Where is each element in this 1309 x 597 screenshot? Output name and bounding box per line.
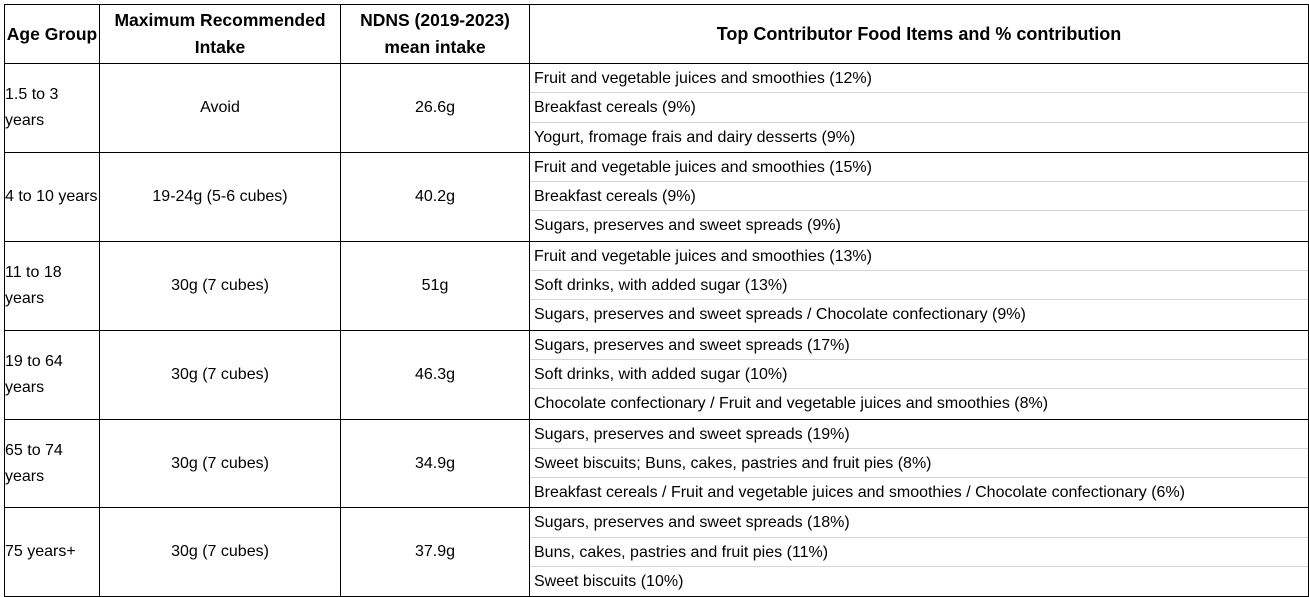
max-intake-cell: 30g (7 cubes)	[99, 329, 341, 420]
mean-intake-cell: 26.6g	[340, 63, 530, 153]
contributor-item: Yogurt, fromage frais and dairy desserts…	[534, 128, 856, 146]
contributor-item: Buns, cakes, pastries and fruit pies (11…	[530, 538, 1308, 568]
contributor-item: Sugars, preserves and sweet spreads (17%…	[530, 331, 1308, 360]
table-row: 4 to 10 years 19-24g (5-6 cubes) 40.2g F…	[4, 151, 1309, 242]
age-group-cell: 19 to 64 years	[4, 329, 100, 420]
table-row: 19 to 64 years 30g (7 cubes) 46.3g Sugar…	[4, 329, 1309, 420]
contributor-item: Breakfast cereals (9%)	[530, 182, 1308, 212]
age-group-cell: 1.5 to 3 years	[4, 63, 100, 153]
contributor-item: Breakfast cereals / Fruit and vegetable …	[534, 484, 1185, 502]
contributors-cell: Sugars, preserves and sweet spreads (17%…	[529, 329, 1309, 420]
contributor-item: Sugars, preserves and sweet spreads (9%)	[534, 217, 841, 235]
contributors-cell: Sugars, preserves and sweet spreads (18%…	[529, 507, 1309, 597]
header-age-group: Age Group	[4, 4, 100, 64]
mean-intake-cell: 37.9g	[340, 507, 530, 597]
contributor-item: Soft drinks, with added sugar (13%)	[530, 271, 1308, 301]
contributors-cell: Fruit and vegetable juices and smoothies…	[529, 63, 1309, 153]
mean-intake-cell: 46.3g	[340, 329, 530, 420]
max-intake-cell: 30g (7 cubes)	[99, 507, 341, 597]
mean-intake-cell: 34.9g	[340, 418, 530, 509]
contributors-cell: Sugars, preserves and sweet spreads (19%…	[529, 418, 1309, 509]
age-group-cell: 65 to 74 years	[4, 418, 100, 509]
header-row: Age Group Maximum Recommended Intake NDN…	[4, 4, 1309, 64]
max-intake-cell: 30g (7 cubes)	[99, 418, 341, 509]
contributor-item: Fruit and vegetable juices and smoothies…	[530, 64, 1308, 94]
contributor-item: Sugars, preserves and sweet spreads (19%…	[530, 420, 1308, 449]
header-top-contributors: Top Contributor Food Items and % contrib…	[529, 4, 1309, 64]
table-row: 11 to 18 years 30g (7 cubes) 51g Fruit a…	[4, 240, 1309, 331]
age-group-cell: 75 years+	[4, 507, 100, 597]
mean-intake-cell: 51g	[340, 240, 530, 331]
contributors-cell: Fruit and vegetable juices and smoothies…	[529, 151, 1309, 242]
header-ndns-mean: NDNS (2019-2023) mean intake	[340, 4, 530, 64]
contributor-item: Fruit and vegetable juices and smoothies…	[530, 242, 1308, 272]
mean-intake-cell: 40.2g	[340, 151, 530, 242]
table-row: 65 to 74 years 30g (7 cubes) 34.9g Sugar…	[4, 418, 1309, 509]
contributor-item: Chocolate confectionary / Fruit and vege…	[534, 395, 1049, 413]
age-group-cell: 11 to 18 years	[4, 240, 100, 331]
contributor-item: Breakfast cereals (9%)	[530, 93, 1308, 123]
max-intake-cell: 19-24g (5-6 cubes)	[99, 151, 341, 242]
age-group-cell: 4 to 10 years	[4, 151, 100, 242]
contributor-item: Sweet biscuits; Buns, cakes, pastries an…	[530, 449, 1308, 479]
header-max-intake: Maximum Recommended Intake	[99, 4, 341, 64]
max-intake-cell: Avoid	[99, 63, 341, 153]
max-intake-cell: 30g (7 cubes)	[99, 240, 341, 331]
table-row: 1.5 to 3 years Avoid 26.6g Fruit and veg…	[4, 63, 1309, 153]
contributor-item: Soft drinks, with added sugar (10%)	[530, 360, 1308, 390]
contributor-item: Sweet biscuits (10%)	[534, 573, 684, 591]
sugar-intake-table: Age Group Maximum Recommended Intake NDN…	[4, 4, 1309, 597]
table-row: 75 years+ 30g (7 cubes) 37.9g Sugars, pr…	[4, 507, 1309, 597]
contributor-item: Sugars, preserves and sweet spreads / Ch…	[534, 306, 1026, 324]
contributor-item: Sugars, preserves and sweet spreads (18%…	[530, 508, 1308, 538]
contributors-cell: Fruit and vegetable juices and smoothies…	[529, 240, 1309, 331]
contributor-item: Fruit and vegetable juices and smoothies…	[530, 153, 1308, 183]
